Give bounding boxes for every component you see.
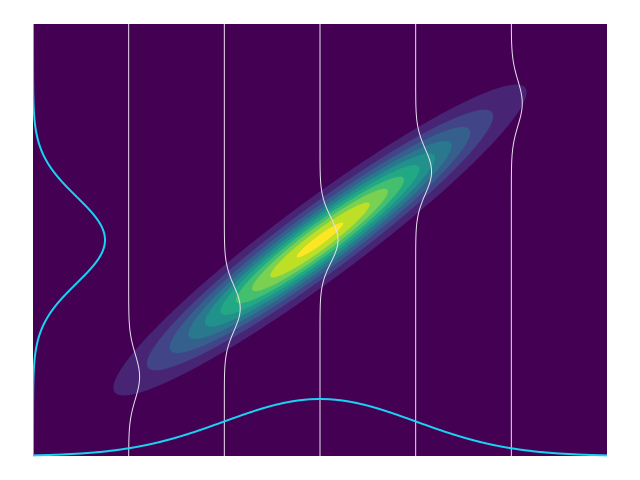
conditional-line-5 <box>510 24 523 456</box>
density-contours <box>113 84 527 396</box>
marginal-y-density-curve <box>33 24 107 456</box>
marginal-x-density-curve <box>32 397 608 457</box>
conditional-line-4 <box>415 24 433 456</box>
conditional-line-3 <box>319 24 339 456</box>
conditional-density-lines <box>128 24 523 456</box>
conditional-line-1 <box>128 24 141 456</box>
contour-level-10 <box>296 222 344 258</box>
conditional-line-2 <box>223 24 241 456</box>
